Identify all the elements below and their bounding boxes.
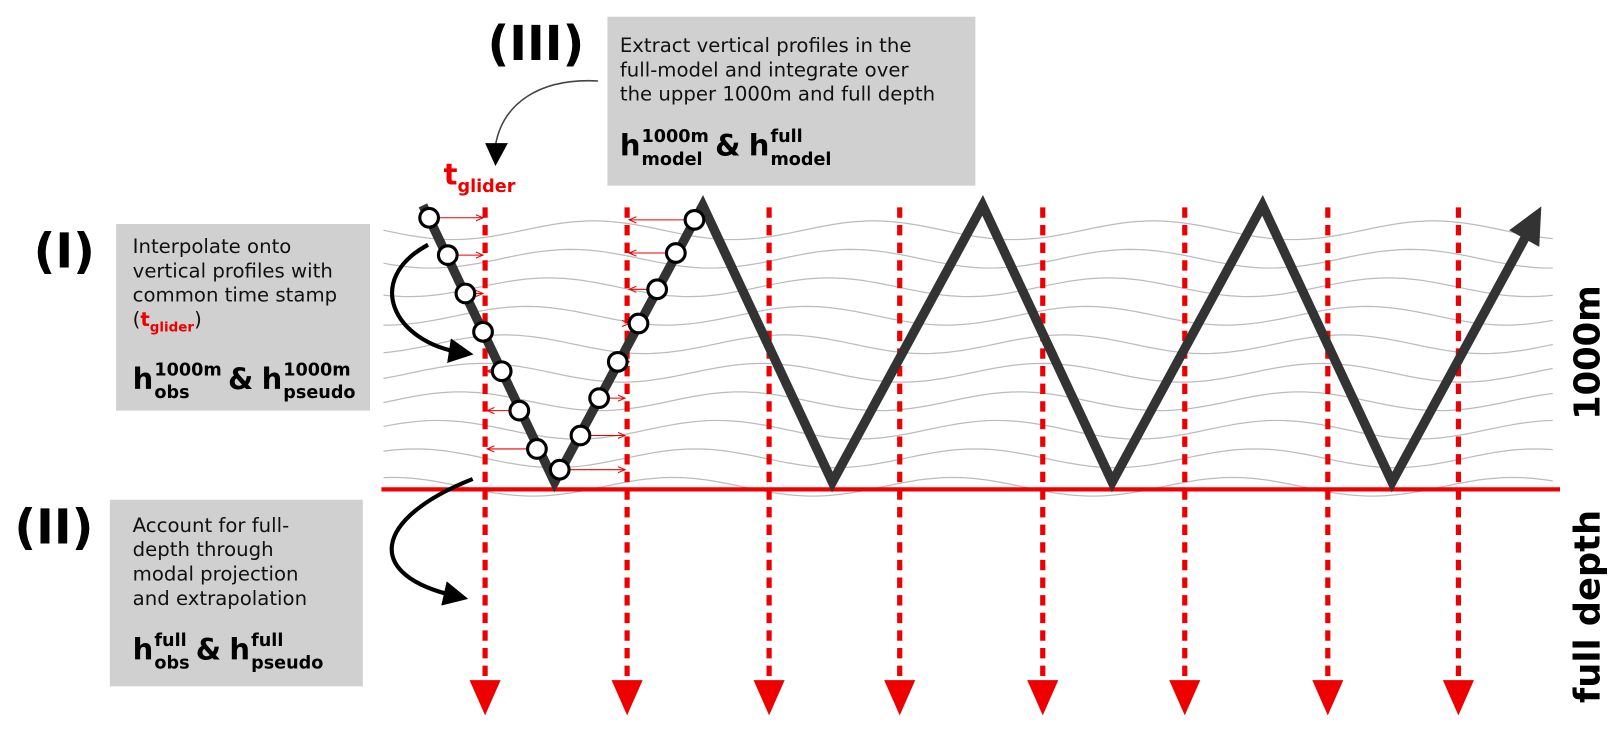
- superscript: full: [154, 631, 186, 651]
- arrow-step-1: [390, 242, 474, 363]
- profile-arrowhead: [1169, 680, 1201, 716]
- depth-label: full depth: [1567, 510, 1608, 703]
- formula-joiner: &: [196, 632, 221, 666]
- box-line: vertical profiles with: [133, 259, 333, 282]
- symbol: t: [140, 308, 149, 331]
- box-line: common time stamp: [133, 284, 337, 307]
- box-step-3: [607, 16, 976, 186]
- observation: [569, 424, 592, 447]
- box-line: full-model and integrate over: [620, 58, 910, 81]
- observation: [490, 360, 513, 383]
- observation: [508, 399, 531, 422]
- box-step-2: [109, 499, 363, 687]
- box-line: the upper 1000m and full depth: [620, 83, 935, 106]
- subscript: model: [642, 150, 703, 170]
- box-line: Extract vertical profiles in the: [620, 34, 912, 57]
- wave-line: [383, 391, 1553, 412]
- depth-label: 1000m: [1567, 285, 1608, 420]
- subscript: obs: [154, 383, 189, 403]
- wave-line: [383, 334, 1553, 355]
- isopycnal-waves: [383, 220, 1553, 497]
- box-line: modal projection: [133, 563, 299, 586]
- formula-symbol: h: [229, 632, 250, 666]
- wave-line: [383, 277, 1553, 298]
- glider-arrowhead: [1509, 206, 1542, 247]
- profile-arrowhead: [884, 680, 916, 716]
- formula-symbol: h: [749, 129, 770, 163]
- time-stamp: (tglider): [133, 308, 202, 335]
- superscript: full: [251, 631, 283, 651]
- box-line: Account for full-: [133, 514, 290, 537]
- profile-arrowhead: [1442, 680, 1474, 716]
- box-line: Interpolate onto: [133, 235, 292, 258]
- box-line: and extrapolation: [133, 587, 307, 610]
- formula-joiner: &: [228, 362, 253, 396]
- formula-symbol: h: [133, 632, 154, 666]
- formula-joiner: &: [715, 129, 740, 163]
- arrow-step-3: [494, 79, 599, 146]
- box-line: depth through: [133, 538, 274, 561]
- observation: [683, 208, 706, 231]
- observation: [646, 278, 669, 301]
- box-step-1: [116, 224, 371, 411]
- arrow-step-2: [389, 477, 474, 606]
- virtual-profiles: [469, 207, 1474, 716]
- step-label: (II): [14, 500, 93, 555]
- symbol: t: [444, 158, 458, 192]
- superscript: full: [770, 127, 802, 147]
- profile-arrowhead: [753, 680, 785, 716]
- wave-line: [383, 419, 1553, 440]
- observation: [418, 206, 441, 229]
- observation: [472, 320, 494, 343]
- subscript: pseudo: [283, 383, 355, 403]
- wave-line: [383, 305, 1553, 326]
- subscript: glider: [458, 177, 516, 197]
- wave-line: [383, 248, 1553, 269]
- observation: [588, 387, 611, 410]
- subscript: obs: [154, 654, 189, 674]
- wave-line: [383, 476, 1553, 497]
- observation: [627, 312, 650, 335]
- observation: [606, 350, 629, 373]
- arrow-step-3-head: [485, 143, 508, 166]
- profile-arrowhead: [1027, 680, 1059, 716]
- formula-symbol: h: [133, 362, 154, 396]
- subscript: model: [770, 150, 831, 170]
- paren: ): [194, 308, 202, 331]
- formula-symbol: h: [620, 129, 641, 163]
- subscript: glider: [150, 319, 195, 335]
- observation: [664, 242, 687, 264]
- subscript: pseudo: [251, 654, 323, 674]
- profile-arrowhead: [611, 680, 643, 716]
- step-label: (III): [487, 17, 584, 72]
- superscript: 1000m: [283, 360, 350, 380]
- paren: (: [133, 308, 141, 331]
- wave-line: [383, 362, 1553, 383]
- superscript: 1000m: [642, 127, 709, 147]
- formula-symbol: h: [262, 362, 283, 396]
- profile-arrowhead: [1312, 680, 1344, 716]
- observation: [526, 438, 548, 460]
- profile-arrowhead: [469, 680, 501, 716]
- glider-time-label: tglider: [444, 158, 516, 197]
- observation: [436, 244, 459, 266]
- superscript: 1000m: [154, 360, 221, 380]
- wave-line: [383, 448, 1553, 469]
- observation: [454, 282, 477, 305]
- step-label: (I): [34, 225, 95, 280]
- observation: [548, 458, 571, 481]
- glider-observations: [418, 206, 706, 481]
